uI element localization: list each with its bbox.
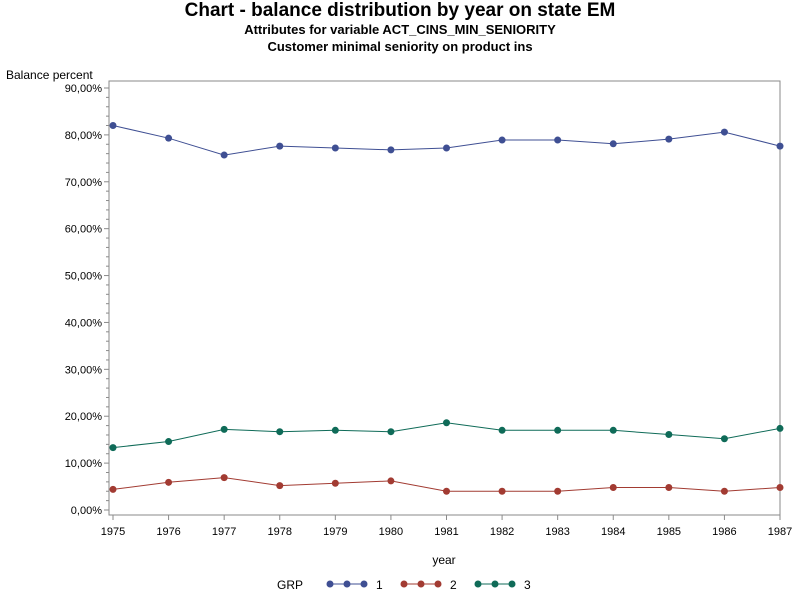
- legend-item-1: 1: [326, 578, 383, 592]
- data-point: [720, 128, 728, 136]
- legend-marker: [326, 580, 334, 588]
- x-tick-label: 1976: [156, 526, 180, 538]
- legend-marker: [343, 580, 351, 588]
- series-2: [109, 474, 784, 495]
- data-point: [720, 487, 728, 495]
- data-point: [554, 136, 562, 144]
- data-point: [220, 425, 228, 433]
- data-point: [109, 485, 117, 493]
- x-axis: 1975 1976 1977 1978 1979 1980 1981 1982 1983 1984…: [101, 515, 792, 538]
- x-tick-label: 1977: [212, 526, 236, 538]
- legend-marker: [400, 580, 408, 588]
- legend-title: GRP: [277, 578, 303, 592]
- data-point: [109, 122, 117, 130]
- data-point: [165, 478, 173, 486]
- y-tick-label: 20,00%: [65, 411, 103, 423]
- data-point: [276, 482, 284, 490]
- x-tick-label: 1979: [323, 526, 347, 538]
- chart-subtitle-1: Attributes for variable ACT_CINS_MIN_SEN…: [244, 22, 556, 37]
- data-point: [387, 146, 395, 154]
- legend-marker: [417, 580, 425, 588]
- legend-item-3: 3: [474, 578, 531, 592]
- data-point: [776, 142, 784, 150]
- x-tick-label: 1987: [768, 526, 792, 538]
- legend-label: 3: [524, 578, 531, 592]
- y-axis-title: Balance percent: [6, 68, 93, 82]
- data-point: [331, 426, 339, 434]
- chart-subtitle-2: Customer minimal seniority on product in…: [267, 39, 533, 54]
- data-point: [387, 477, 395, 485]
- data-point: [665, 483, 673, 491]
- data-point: [443, 144, 450, 152]
- data-point: [331, 479, 339, 487]
- y-tick-label: 40,00%: [65, 317, 103, 329]
- legend-marker: [474, 580, 482, 588]
- x-tick-label: 1984: [601, 526, 625, 538]
- x-tick-label: 1982: [490, 526, 514, 538]
- x-tick-label: 1975: [101, 526, 125, 538]
- legend-marker: [491, 580, 499, 588]
- y-tick-label: 90,00%: [65, 83, 103, 95]
- data-point: [609, 140, 617, 148]
- data-point: [776, 483, 784, 491]
- data-point: [331, 144, 339, 152]
- y-tick-label: 0,00%: [71, 505, 102, 517]
- x-axis-title: year: [432, 553, 455, 567]
- legend-item-2: 2: [400, 578, 457, 592]
- data-point: [776, 424, 784, 432]
- x-tick-label: 1985: [657, 526, 681, 538]
- data-point: [554, 487, 562, 495]
- chart-title: Chart - balance distribution by year on …: [184, 0, 616, 21]
- plot-area: [108, 80, 781, 516]
- data-point: [443, 487, 450, 495]
- y-tick-label: 80,00%: [65, 130, 103, 142]
- x-tick-label: 1981: [434, 526, 458, 538]
- series-3: [109, 419, 784, 452]
- x-tick-label: 1983: [545, 526, 569, 538]
- data-point: [276, 428, 284, 436]
- series-1: [109, 122, 784, 159]
- series-line: [112, 422, 781, 449]
- data-point: [665, 135, 673, 143]
- y-tick-label: 50,00%: [65, 271, 103, 283]
- legend: GRP 1 2 3: [277, 578, 531, 592]
- data-point: [165, 438, 173, 446]
- legend-label: 2: [450, 578, 457, 592]
- data-point: [109, 444, 117, 452]
- data-point: [498, 426, 506, 434]
- legend-label: 1: [376, 578, 383, 592]
- legend-marker: [360, 580, 368, 588]
- y-tick-label: 70,00%: [65, 177, 103, 189]
- x-tick-label: 1980: [379, 526, 403, 538]
- data-point: [220, 151, 228, 159]
- data-point: [387, 428, 395, 436]
- data-point: [498, 136, 506, 144]
- y-tick-label: 10,00%: [65, 458, 103, 470]
- data-point: [276, 142, 284, 150]
- series-layer: [109, 122, 784, 495]
- data-point: [609, 426, 617, 434]
- x-tick-label: 1986: [712, 526, 736, 538]
- data-point: [498, 487, 506, 495]
- data-point: [609, 483, 617, 491]
- data-point: [554, 426, 562, 434]
- data-point: [220, 474, 228, 482]
- y-tick-label: 60,00%: [65, 224, 103, 236]
- x-tick-label: 1978: [268, 526, 292, 538]
- y-tick-label: 30,00%: [65, 364, 103, 376]
- data-point: [165, 134, 173, 142]
- data-point: [443, 419, 450, 427]
- legend-marker: [508, 580, 516, 588]
- data-point: [720, 435, 728, 443]
- data-point: [665, 431, 673, 439]
- y-axis: 0,00% 10,00% 20,00% 30,00% 40,00% 50,00% 60,00…: [65, 83, 109, 517]
- legend-marker: [434, 580, 442, 588]
